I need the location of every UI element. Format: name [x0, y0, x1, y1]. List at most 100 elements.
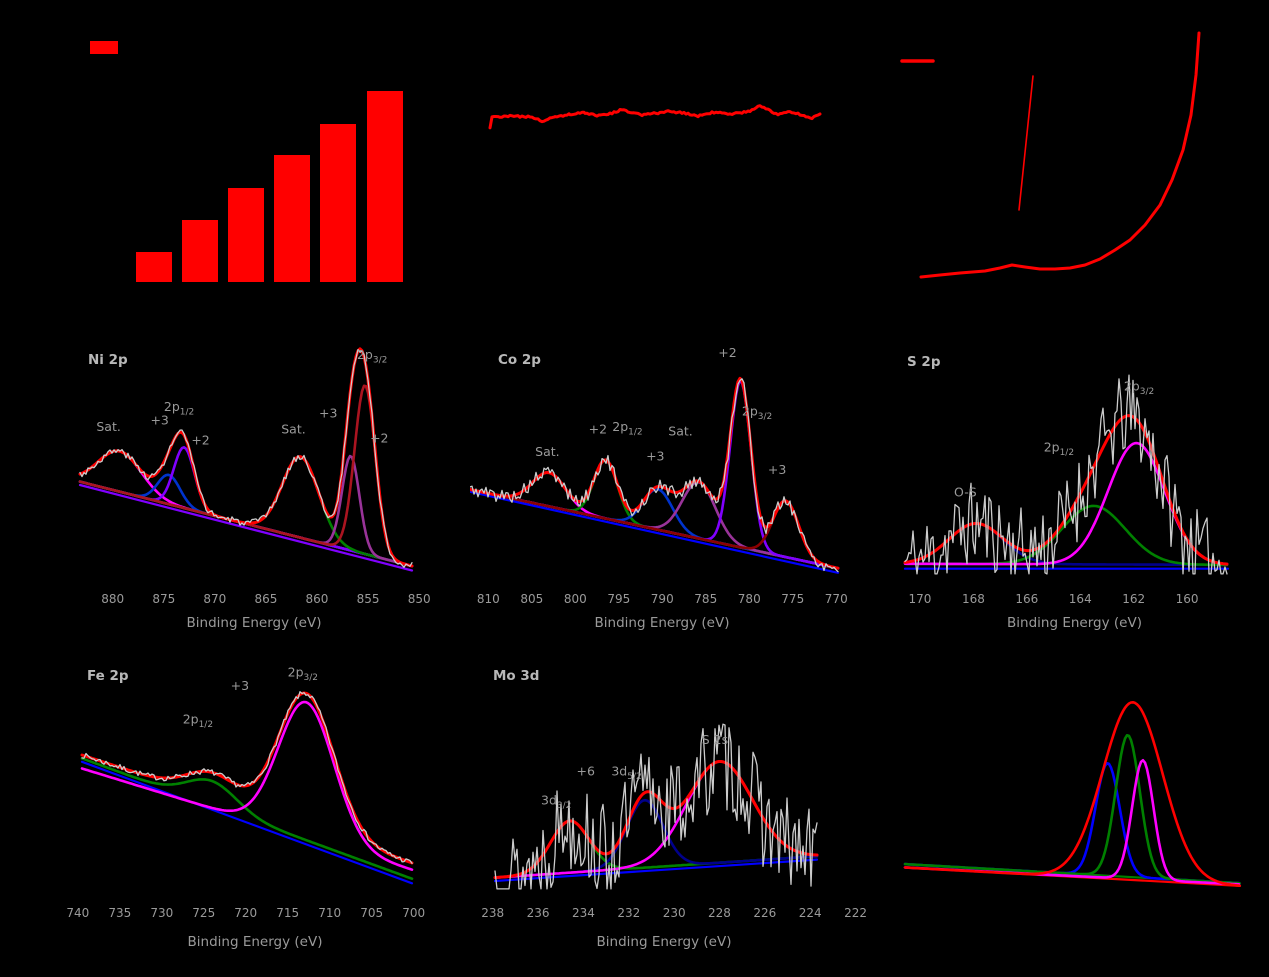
xps-co2p-svg: 810 805 800 795 790 785 780 775 770 Binding Energ…: [470, 345, 848, 631]
xps-component-purple: [78, 454, 414, 568]
xps-fe2p-svg: 740 735 730 725 720 715 710 705 700 Binding Energ…: [66, 664, 425, 950]
axis-tick-label: 810: [477, 592, 500, 606]
axis-title: Binding Energy (eV): [188, 934, 323, 950]
axis-tick-label: 166: [1015, 592, 1038, 606]
peak-annotation: O-S: [954, 484, 977, 499]
peak-annotation: +3: [231, 678, 249, 693]
axis-title: Binding Energy (eV): [187, 615, 322, 631]
peak-annotation: 2p1/2: [1044, 439, 1074, 458]
xps-component-red: [903, 701, 1241, 887]
bar: [367, 91, 403, 282]
xps-component-green: [493, 819, 819, 879]
axis-tick-label: 222: [844, 906, 867, 920]
axis-tick-label: 224: [799, 906, 822, 920]
axis-tick-label: 880: [101, 592, 124, 606]
axis-tick-label: 860: [306, 592, 329, 606]
legend-swatch: [90, 41, 118, 54]
axis-tick-label: 705: [360, 906, 383, 920]
axis-tick-label: 870: [203, 592, 226, 606]
xps-component-green: [80, 757, 414, 880]
xps-component-blue: [903, 762, 1241, 885]
peak-annotation: Sat.: [668, 424, 692, 439]
axis-title: Binding Energy (eV): [595, 615, 730, 631]
bar-chart-svg: [90, 41, 403, 282]
axis-tick-label: 775: [781, 592, 804, 606]
fitted-peaks-svg: [903, 701, 1242, 887]
axis-tick-label: 228: [708, 906, 731, 920]
xps-s2p-svg: 170 168 166 164 162 160 Binding Energy (eV) S 2…: [903, 354, 1230, 631]
axis-tick-label: 230: [663, 906, 686, 920]
peak-annotation: +2: [191, 433, 209, 448]
bar: [182, 220, 218, 282]
peak-annotation: +2: [589, 421, 607, 436]
panel-fitted-peaks: [870, 650, 1269, 977]
raw-data-trace: [81, 691, 413, 864]
bar: [274, 155, 310, 282]
current-spike: [1018, 75, 1034, 211]
peak-annotation: +3: [768, 462, 786, 477]
peak-annotation: Sat.: [96, 419, 120, 434]
peak-annotation: +3: [646, 448, 664, 463]
axis-tick-label: 770: [825, 592, 848, 606]
axis-title: Binding Energy (eV): [597, 934, 732, 950]
peak-annotation: Sat.: [535, 444, 559, 459]
xps-component-maroon: [78, 384, 414, 568]
axis-tick-label: 710: [318, 906, 341, 920]
axis-tick-label: 735: [108, 906, 131, 920]
peak-annotation: 3d3/2: [541, 793, 571, 812]
axis-tick-label: 795: [607, 592, 630, 606]
peak-annotation: 2p1/2: [183, 712, 213, 731]
axis-tick-label: 236: [527, 906, 550, 920]
raw-data-trace: [470, 378, 839, 573]
axis-tick-label: 730: [150, 906, 173, 920]
axis-tick-label: 790: [651, 592, 674, 606]
peak-annotation: +2: [370, 430, 388, 445]
axis-tick-label: 238: [481, 906, 504, 920]
peak-annotation: 2p3/2: [1124, 379, 1154, 398]
peak-annotation: 2p3/2: [357, 347, 387, 366]
stability-trace-line: [488, 104, 822, 130]
axis-tick-label: 164: [1069, 592, 1092, 606]
axis-tick-label: 850: [408, 592, 431, 606]
panel-title: Co 2p: [498, 352, 541, 368]
axis-tick-label: 170: [909, 592, 932, 606]
axis-tick-label: 875: [152, 592, 175, 606]
peak-annotation: 3d5/2: [611, 763, 641, 782]
peak-annotation: 2p3/2: [742, 403, 772, 422]
axis-tick-label: 715: [276, 906, 299, 920]
peak-annotation: S 2s: [702, 732, 728, 747]
polarization-curve-svg: [900, 31, 1201, 279]
panel-xps-fe2p: 740 735 730 725 720 715 710 705 700 Binding Energ…: [60, 650, 450, 977]
peak-annotation: 2p1/2: [612, 419, 642, 438]
xps-component-magenta: [80, 700, 414, 871]
panel-bar-chart: [0, 0, 430, 320]
xps-component-green: [903, 734, 1241, 885]
axis-tick-label: 234: [572, 906, 595, 920]
xps-ni2p-svg: 880 875 870 865 860 855 850 Binding Energy (eV)…: [78, 347, 431, 631]
panel-title: Fe 2p: [87, 668, 129, 684]
panel-polarization-curve: [860, 0, 1269, 320]
panel-stability-trace: [430, 0, 860, 320]
axis-tick-label: 805: [520, 592, 543, 606]
raw-data-trace: [79, 348, 413, 568]
panel-title: S 2p: [907, 354, 941, 370]
peak-annotation: +3: [150, 412, 168, 427]
panel-title: Mo 3d: [493, 668, 539, 684]
bar: [136, 252, 172, 282]
axis-tick-label: 160: [1176, 592, 1199, 606]
baseline-line: [78, 483, 414, 572]
axis-tick-label: 785: [694, 592, 717, 606]
axis-tick-label: 700: [402, 906, 425, 920]
stability-trace-svg: [488, 104, 822, 130]
xps-envelope: [493, 760, 819, 880]
bar: [228, 188, 264, 282]
baseline-line: [80, 760, 414, 885]
axis-tick-label: 725: [192, 906, 215, 920]
baseline-line: [470, 490, 840, 574]
xps-component-magenta: [903, 759, 1241, 886]
peak-annotation: 2p3/2: [288, 664, 318, 683]
axis-tick-label: 162: [1122, 592, 1145, 606]
axis-title: Binding Energy (eV): [1007, 615, 1142, 631]
panel-xps-co2p: 810 805 800 795 790 785 780 775 770 Binding Energ…: [470, 330, 880, 650]
